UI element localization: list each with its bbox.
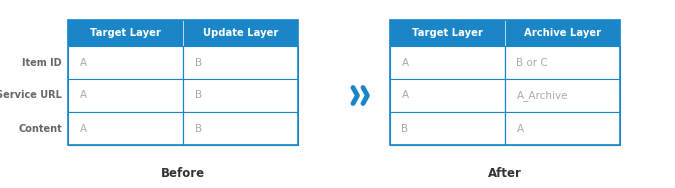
Bar	[505, 79, 620, 112]
Text: Service URL: Service URL	[0, 90, 62, 101]
Bar	[183, 46, 298, 79]
Text: A: A	[402, 58, 408, 67]
Text: Update Layer: Update Layer	[202, 28, 278, 38]
Text: A_Archive: A_Archive	[516, 90, 568, 101]
Text: A: A	[80, 58, 86, 67]
Bar	[390, 20, 620, 46]
Text: A: A	[80, 124, 86, 133]
Bar	[68, 79, 183, 112]
Bar	[390, 79, 505, 112]
Text: Item ID: Item ID	[22, 58, 62, 67]
Text: A: A	[402, 90, 408, 101]
Bar	[390, 20, 620, 145]
Text: B: B	[194, 90, 202, 101]
Text: Before: Before	[161, 167, 205, 180]
Text: B: B	[402, 124, 408, 133]
Bar	[505, 112, 620, 145]
Bar	[183, 79, 298, 112]
Text: After: After	[488, 167, 522, 180]
Bar	[390, 46, 505, 79]
Bar	[505, 46, 620, 79]
Text: B: B	[194, 124, 202, 133]
Bar	[68, 20, 298, 145]
Bar	[68, 112, 183, 145]
Bar	[68, 46, 183, 79]
Text: A: A	[80, 90, 86, 101]
Text: Archive Layer: Archive Layer	[524, 28, 601, 38]
Text: B or C: B or C	[516, 58, 548, 67]
Text: A: A	[516, 124, 524, 133]
Bar	[183, 112, 298, 145]
Text: Target Layer: Target Layer	[412, 28, 483, 38]
Text: B: B	[194, 58, 202, 67]
Text: Content: Content	[18, 124, 62, 133]
Bar	[68, 20, 298, 46]
Bar	[390, 112, 505, 145]
Text: Target Layer: Target Layer	[90, 28, 161, 38]
